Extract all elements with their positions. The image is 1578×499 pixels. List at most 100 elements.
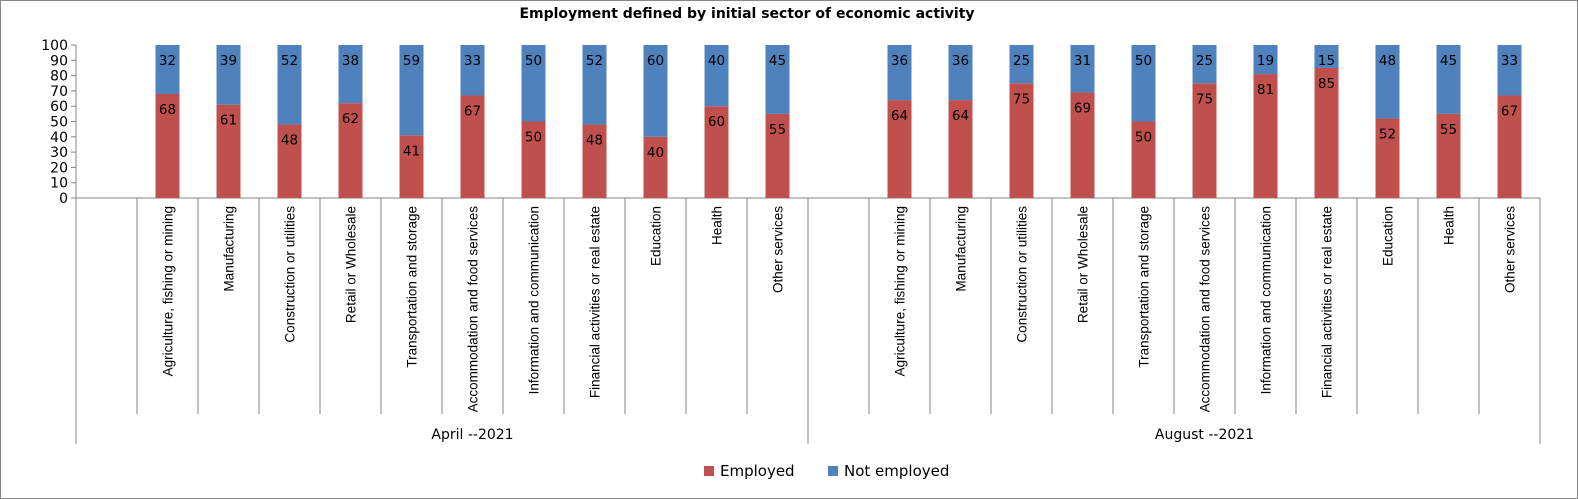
bar-employed [155,93,180,198]
data-label-employed: 48 [281,133,298,149]
data-label-not-employed: 50 [1135,53,1152,69]
bar-not-employed [1070,45,1095,93]
data-label-not-employed: 32 [159,53,176,69]
group-label: August --2021 [1155,427,1254,443]
data-label-not-employed: 15 [1318,53,1335,69]
data-label-employed: 81 [1257,82,1274,98]
data-label-employed: 40 [647,145,664,161]
bar-not-employed [582,45,607,125]
bar-not-employed [216,45,241,105]
bar-not-employed [277,45,302,125]
category-label: Health [1442,206,1457,245]
category-label: Accommodation and food services [466,206,481,413]
data-label-employed: 62 [342,111,359,127]
bar-employed [460,95,485,198]
legend-label: Employed [720,462,795,480]
legend: Employed Not employed [704,462,949,480]
bar-not-employed [1253,45,1278,75]
bar-employed [704,106,729,198]
data-label-employed: 55 [769,122,786,138]
y-tick-label: 100 [41,38,68,54]
data-label-not-employed: 52 [586,53,603,69]
bar-employed [521,121,546,198]
category-label: Manufacturing [954,206,969,292]
category-label: Transportation and storage [405,206,420,368]
data-label-employed: 67 [1501,103,1518,119]
bar-employed [399,135,424,198]
bar-not-employed [948,45,973,101]
data-label-not-employed: 36 [891,53,908,69]
data-label-employed: 75 [1013,91,1030,107]
category-label: Other services [771,206,786,293]
y-tick-label: 40 [50,130,68,146]
data-label-not-employed: 25 [1013,53,1030,69]
bar-not-employed [1009,45,1034,84]
bar-employed [1253,74,1278,198]
data-label-not-employed: 36 [952,53,969,69]
bar-not-employed [155,45,180,94]
data-label-employed: 50 [525,130,542,146]
bar-not-employed [1131,45,1156,122]
y-tick-label: 90 [50,53,68,69]
bar-not-employed [704,45,729,107]
category-label: Manufacturing [222,206,237,292]
data-label-employed: 55 [1440,122,1457,138]
data-label-not-employed: 19 [1257,53,1274,69]
category-label: Health [710,206,725,245]
data-label-not-employed: 25 [1196,53,1213,69]
bar-not-employed [643,45,668,137]
y-tick-label: 30 [50,145,68,161]
bar-not-employed [1314,45,1339,68]
bar-employed [1009,83,1034,198]
y-tick-label: 60 [50,99,68,115]
bar-employed [1375,118,1400,198]
data-label-not-employed: 45 [769,53,786,69]
data-label-employed: 50 [1135,130,1152,146]
data-label-not-employed: 33 [1501,53,1518,69]
data-label-not-employed: 39 [220,53,237,69]
bar-employed [948,100,973,198]
data-label-employed: 75 [1196,91,1213,107]
bar-not-employed [399,45,424,136]
category-label: Education [1381,206,1396,266]
data-label-not-employed: 52 [281,53,298,69]
category-label: Agriculture, fishing or mining [893,206,908,376]
y-tick-label: 70 [50,84,68,100]
category-label: Agriculture, fishing or mining [161,206,176,376]
bar-not-employed [887,45,912,101]
bar-employed [277,124,302,198]
data-label-employed: 48 [586,133,603,149]
bar-not-employed [765,45,790,114]
data-label-not-employed: 48 [1379,53,1396,69]
chart-title: Employment defined by initial sector of … [519,6,974,22]
data-label-not-employed: 33 [464,53,481,69]
y-tick-label: 10 [50,176,68,192]
category-label: Financial activities or real estate [1320,206,1335,398]
data-label-employed: 85 [1318,76,1335,92]
bar-employed [1436,113,1461,198]
data-label-employed: 68 [159,102,176,118]
data-label-not-employed: 40 [708,53,725,69]
category-label: Construction or utilities [283,206,298,343]
category-label: Information and communication [1259,206,1274,394]
legend-label: Not employed [844,462,949,480]
data-label-not-employed: 31 [1074,53,1091,69]
bar-not-employed [521,45,546,122]
bar-not-employed [1436,45,1461,114]
data-label-employed: 41 [403,143,420,159]
data-label-employed: 64 [891,108,908,124]
category-label: Retail or Wholesale [1076,206,1091,323]
bar-not-employed [338,45,363,104]
y-tick-label: 50 [50,115,68,131]
bar-employed [1497,95,1522,198]
category-label: Other services [1503,206,1518,293]
data-label-employed: 52 [1379,126,1396,142]
category-label: Financial activities or real estate [588,206,603,398]
y-tick-label: 80 [50,69,68,85]
bar-not-employed [1192,45,1217,84]
data-label-not-employed: 50 [525,53,542,69]
category-label: Transportation and storage [1137,206,1152,368]
data-label-not-employed: 38 [342,53,359,69]
